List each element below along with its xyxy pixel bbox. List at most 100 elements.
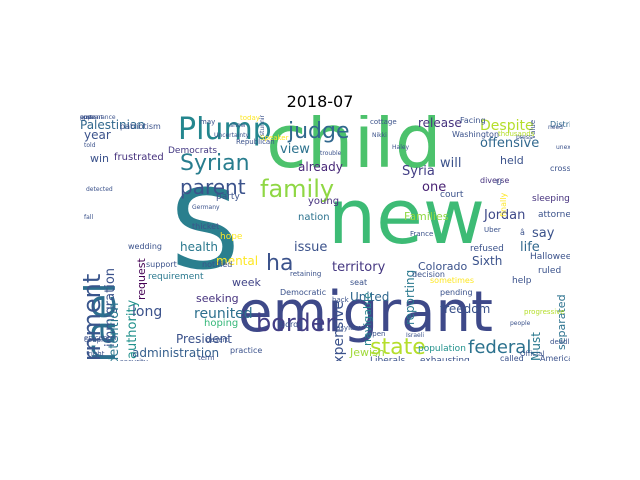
cloud-word: stunning [259, 115, 266, 136]
cloud-word: view [280, 142, 310, 157]
cloud-word: say [532, 226, 555, 241]
cloud-word: quite [80, 115, 96, 121]
cloud-word: mental [216, 254, 259, 268]
cloud-word: court [440, 190, 464, 200]
cloud-word: support [146, 260, 177, 269]
cloud-word: practice [230, 346, 263, 355]
cloud-word: new [328, 172, 486, 261]
cloud-word: appearance [80, 115, 116, 121]
cloud-word: cottage [370, 118, 397, 126]
cloud-word: hoping [204, 318, 239, 329]
cloud-word: offensive [480, 136, 540, 151]
cloud-word: cost [80, 115, 93, 121]
cloud-word: Colorado [418, 260, 468, 273]
cloud-word: sleeping [532, 194, 570, 204]
cloud-word: term [198, 354, 215, 362]
cloud-word: epicenter [84, 334, 118, 342]
cloud-word: held [500, 154, 524, 167]
cloud-word: told [84, 142, 96, 149]
cloud-word: Democrats [168, 146, 218, 156]
cloud-word: issue [294, 240, 328, 255]
cloud-word: decision [412, 270, 445, 279]
cloud-word: child [266, 115, 442, 185]
cloud-word: government [80, 273, 106, 361]
cloud-word: U [496, 178, 502, 187]
cloud-word: parent [180, 175, 246, 199]
cloud-word: Uber [484, 226, 501, 234]
cloud-word: Republican [236, 138, 275, 146]
cloud-word: wedding [128, 242, 162, 251]
cloud-word: District [550, 120, 570, 129]
cloud-word: present [80, 115, 103, 121]
cloud-word: Families [404, 210, 449, 223]
cloud-word: one [422, 180, 447, 195]
cloud-word: Haley [392, 144, 410, 151]
cloud-word: thicket [192, 222, 220, 231]
cloud-word: United [350, 290, 390, 304]
cloud-word: right [88, 350, 105, 358]
cloud-word: Nikki [372, 132, 387, 139]
cloud-word: may [200, 118, 216, 126]
cloud-word: already [298, 160, 343, 174]
cloud-word: Liberals [370, 356, 406, 362]
figure-title: 2018-07 [286, 92, 354, 111]
cloud-word: border [256, 309, 336, 337]
cloud-word: back [332, 296, 349, 304]
cloud-word: detected [86, 186, 113, 193]
cloud-word: Speaker [260, 134, 289, 142]
cloud-word: Facing [460, 116, 486, 125]
cloud-word: Plump [178, 115, 272, 147]
cloud-word: Syrian [180, 151, 250, 176]
cloud-word: seat [350, 278, 368, 287]
cloud-word: sometimes [430, 276, 475, 285]
cloud-word: frustrated [114, 152, 164, 163]
cloud-word: progressive [524, 308, 565, 316]
cloud-word: judge [288, 119, 350, 144]
cloud-word: exhausting [420, 356, 470, 362]
cloud-word: detention [107, 302, 122, 362]
cloud-word: Sixth [472, 254, 503, 268]
cloud-word: trouble [320, 150, 342, 157]
cloud-word: people [510, 320, 531, 327]
cloud-word: nation [298, 212, 330, 223]
cloud-word: emigrant [238, 280, 493, 345]
cloud-word: need [548, 124, 563, 131]
cloud-word: thousands [498, 130, 535, 138]
cloud-word: today [240, 115, 260, 122]
cloud-word: requirement [148, 272, 204, 282]
cloud-word: cross [550, 164, 570, 173]
cloud-word: Americans [540, 354, 570, 362]
cloud-word: week [232, 276, 261, 289]
cloud-word: year [84, 128, 111, 142]
cloud-word: hope [220, 232, 243, 242]
cloud-word: finally [499, 192, 508, 217]
cloud-word: refused [470, 244, 504, 254]
cloud-word: Syria [402, 164, 435, 179]
cloud-word: France [410, 230, 434, 238]
cloud-word: attorney [538, 210, 570, 220]
cloud-word: Palestinian [80, 118, 145, 132]
cloud-word: retaining [290, 270, 322, 278]
cloud-word: pending [440, 288, 473, 297]
cloud-word: notified [202, 260, 233, 269]
cloud-word: administration [132, 346, 220, 360]
cloud-word: release [418, 116, 462, 130]
cloud-word: Official [520, 350, 545, 358]
cloud-word: â [520, 228, 525, 237]
cloud-word: expensive [331, 300, 347, 361]
cloud-word: President [176, 332, 232, 346]
cloud-word: open [368, 330, 386, 338]
cloud-word: freedom [440, 302, 491, 316]
cloud-word: security [120, 359, 148, 362]
cloud-word: state [370, 335, 426, 360]
cloud-word: Democratic [280, 288, 327, 297]
cloud-word: diverse [480, 176, 510, 185]
cloud-word: long [132, 304, 163, 320]
cloud-word: ha [266, 251, 294, 276]
cloud-word: Israeli [406, 332, 425, 339]
cloud-word: Halloween [530, 252, 570, 262]
cloud-word: patriotism [120, 122, 161, 131]
cloud-word: called [500, 354, 524, 362]
cloud-word: Jewish [350, 346, 385, 359]
